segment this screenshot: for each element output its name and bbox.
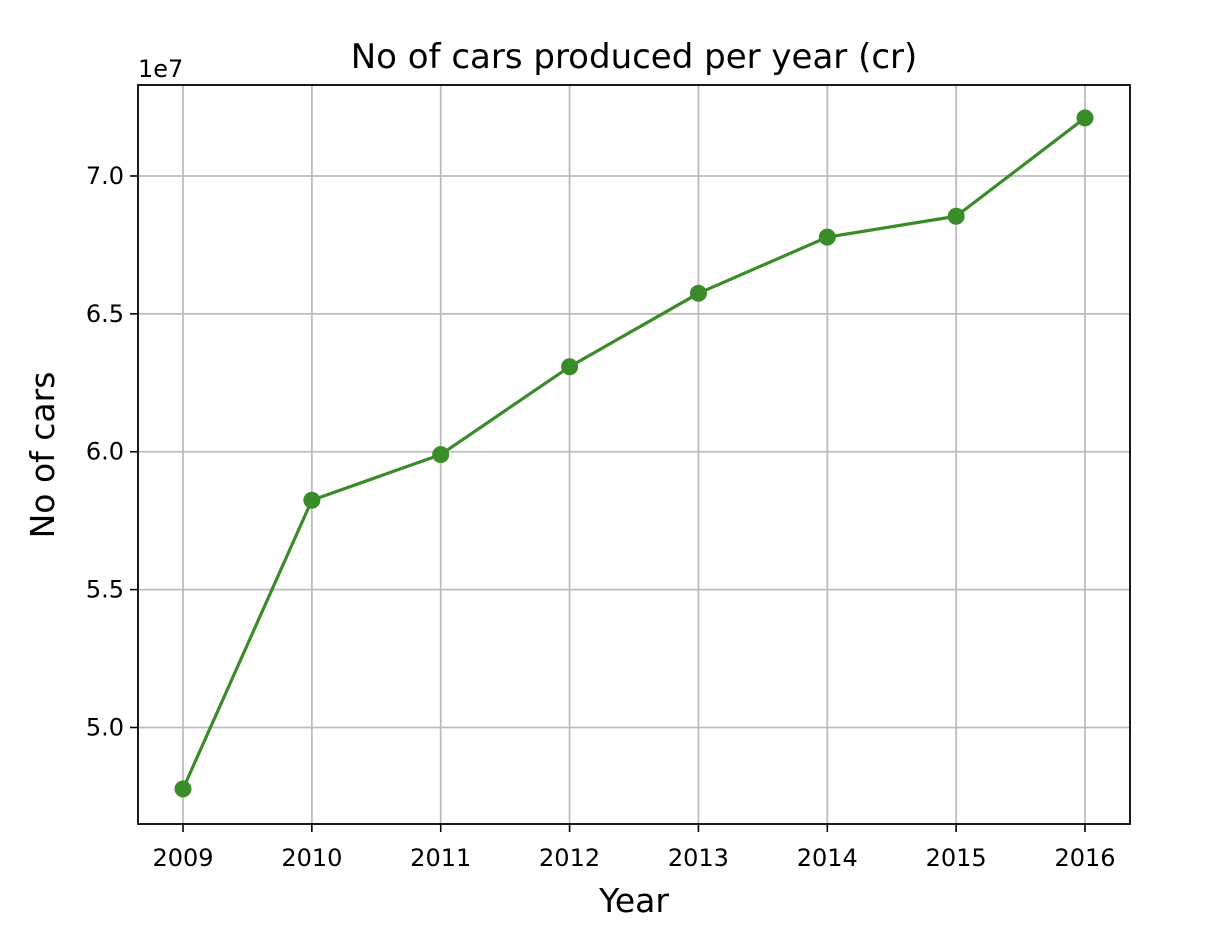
data-point (174, 780, 192, 798)
y-axis-offset-label: 1e7 (138, 55, 183, 83)
x-tick-label: 2009 (152, 844, 213, 872)
data-point (432, 446, 450, 464)
y-axis-label: No of cars (23, 372, 62, 539)
data-series (174, 109, 1094, 798)
x-tick-label: 2012 (539, 844, 600, 872)
y-tick-label: 5.5 (86, 576, 124, 604)
axis-ticks: 2009 2010 2011 2012 2013 2014 2015 2016 5.0 5.5 6.… (86, 162, 1116, 872)
data-point (818, 228, 836, 246)
data-point (689, 284, 707, 302)
data-point (303, 491, 321, 509)
x-tick-label: 2016 (1054, 844, 1115, 872)
y-tick-label: 5.0 (86, 713, 124, 741)
series-line (180, 115, 1088, 792)
x-tick-label: 2010 (281, 844, 342, 872)
plot-area-frame (137, 84, 1131, 825)
chart-title: No of cars produced per year (cr) (351, 37, 918, 77)
x-tick-label: 2013 (668, 844, 729, 872)
x-tick-label: 2015 (926, 844, 987, 872)
data-point (947, 207, 965, 225)
y-tick-label: 6.0 (86, 438, 124, 466)
data-point (1076, 109, 1094, 127)
x-axis-label: Year (598, 881, 669, 920)
x-tick-label: 2014 (797, 844, 858, 872)
y-tick-label: 6.5 (86, 300, 124, 328)
y-tick-label: 7.0 (86, 162, 124, 190)
x-tick-label: 2011 (410, 844, 471, 872)
data-point (561, 358, 579, 376)
